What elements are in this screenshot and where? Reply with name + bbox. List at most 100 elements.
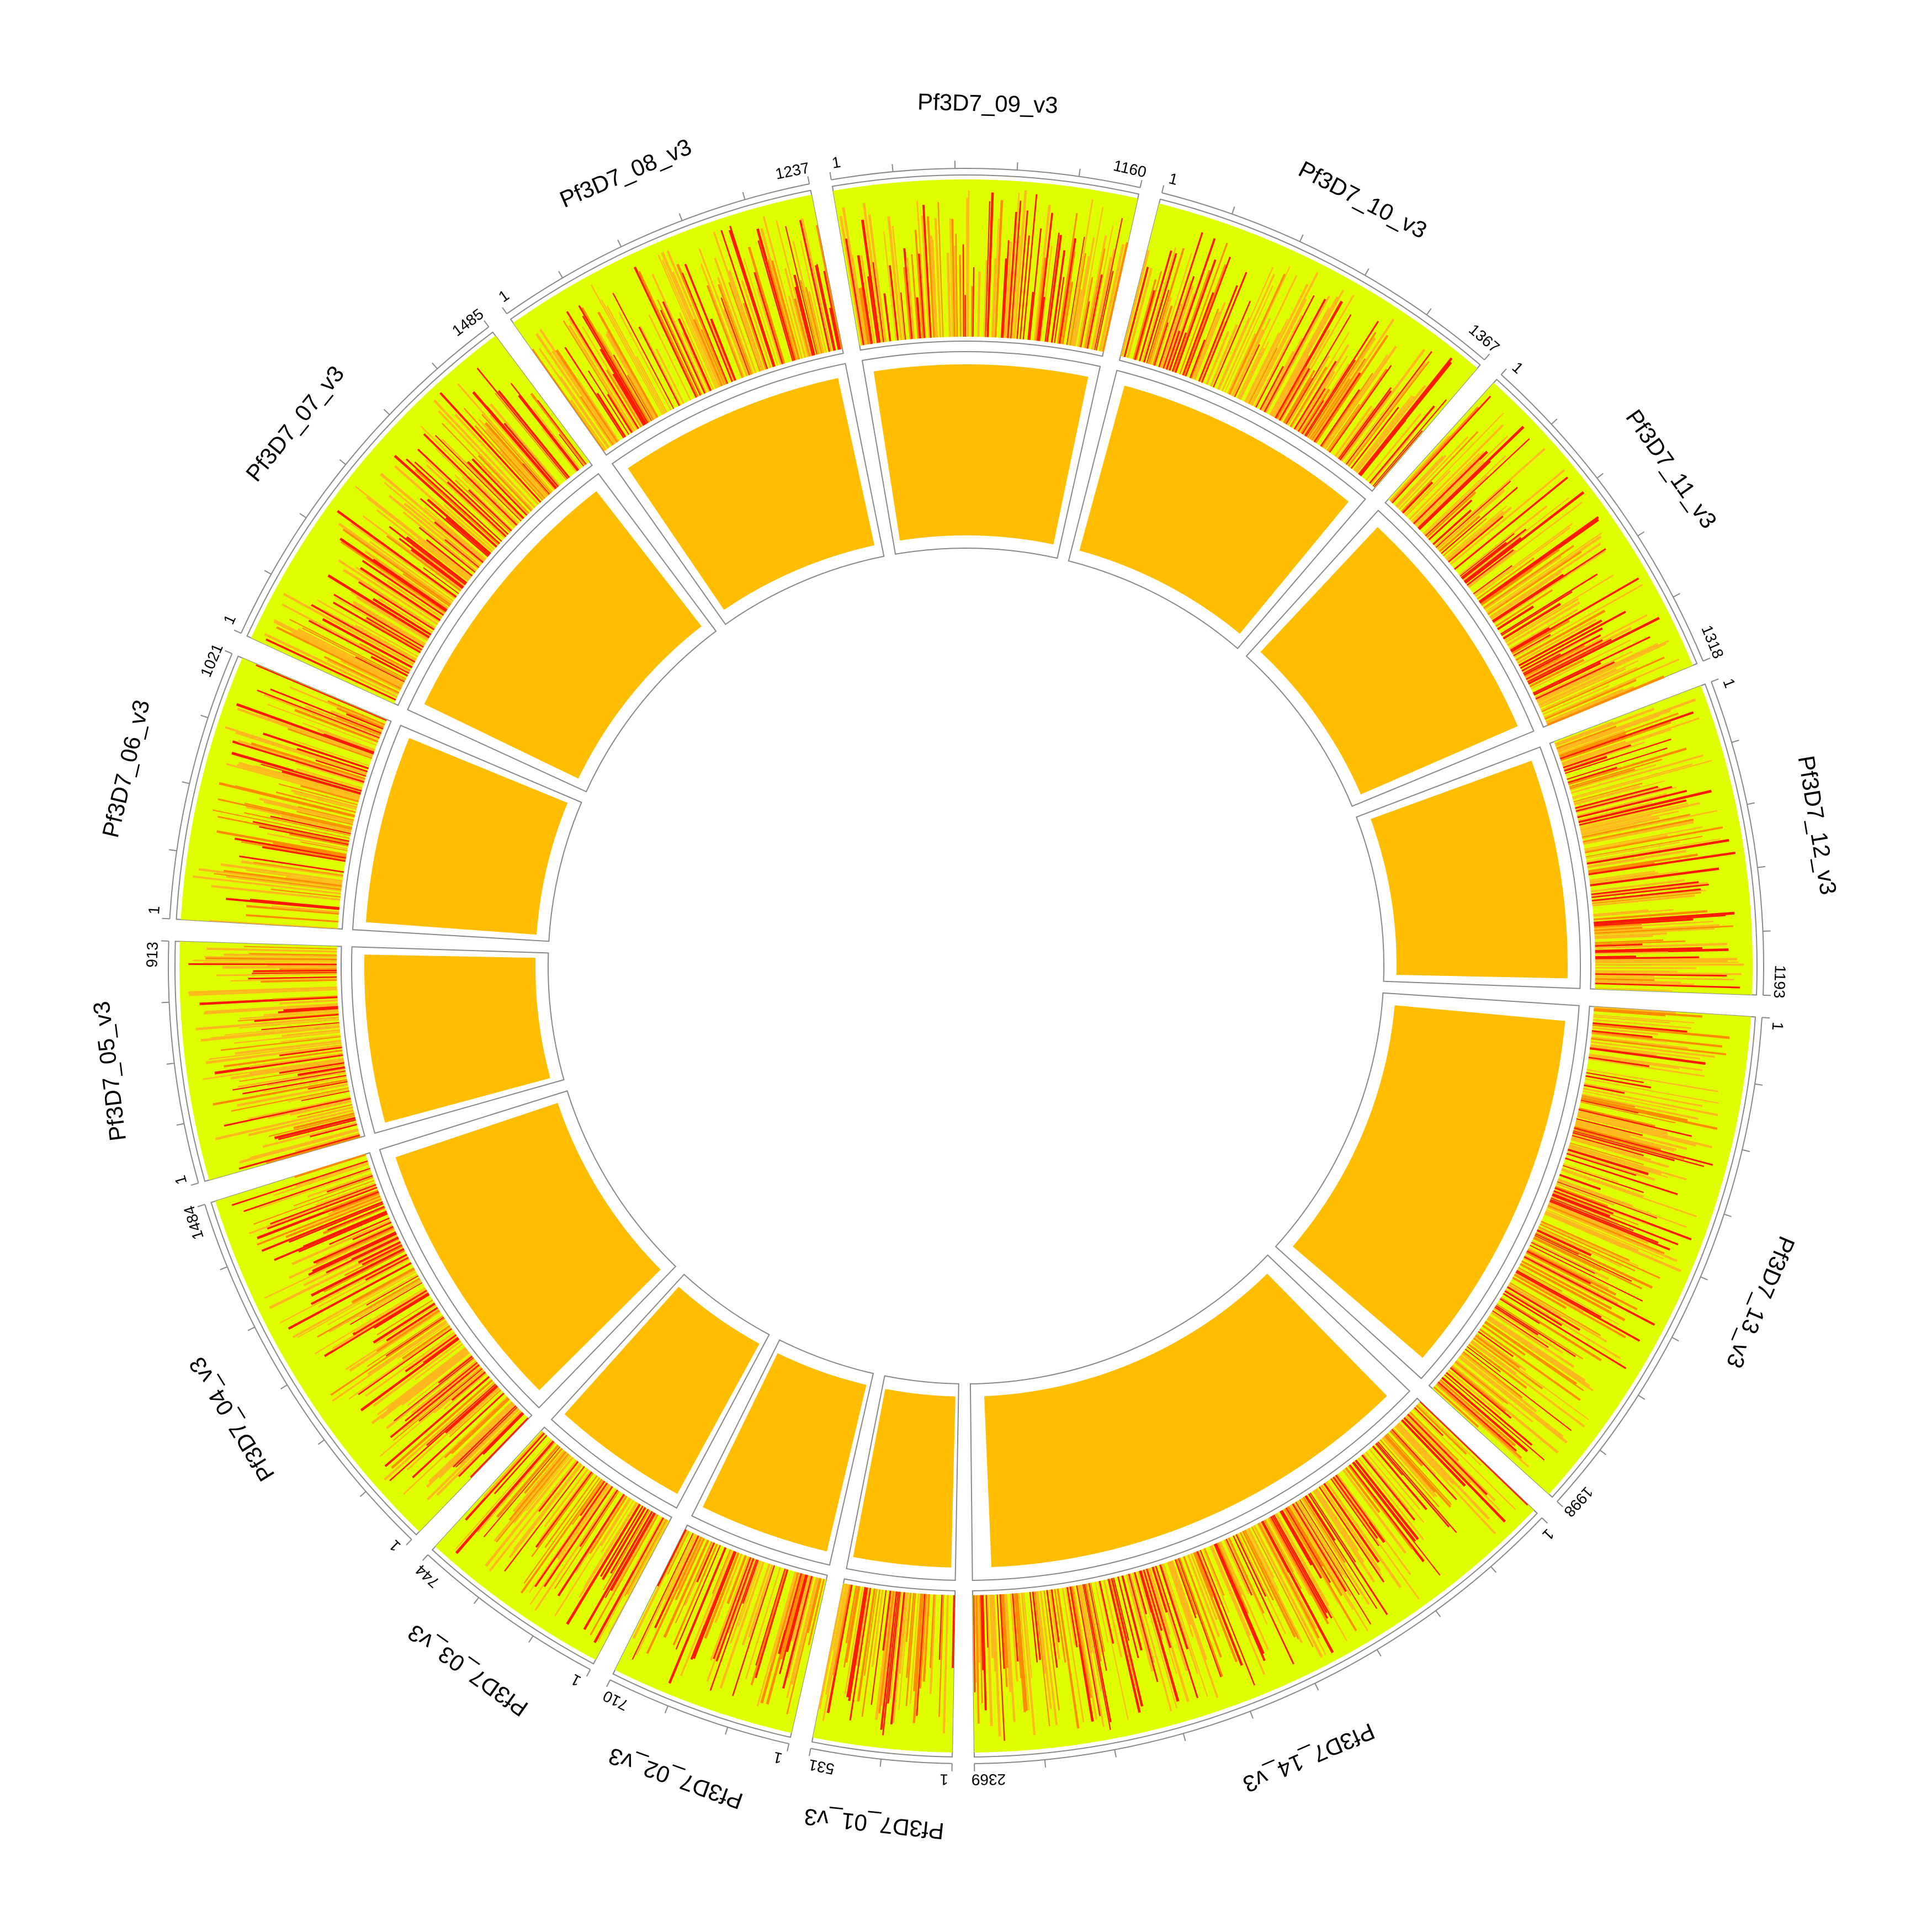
outer-track-bar: [1383, 1436, 1438, 1498]
outer-track-bar: [1392, 395, 1492, 504]
outer-track-bar: [1165, 331, 1181, 370]
outer-track-bar: [465, 1432, 545, 1521]
outer-track-bar: [302, 627, 406, 681]
inner-track-frame: [379, 1090, 677, 1409]
outer-track-bar: [1585, 826, 1723, 854]
outer-track-bar: [1591, 882, 1708, 897]
outer-track-bar: [216, 973, 337, 976]
outer-track-bar: [1313, 1490, 1376, 1583]
outer-track-bar: [857, 255, 873, 344]
outer-track-bar: [1414, 459, 1482, 526]
outer-track-bar: [354, 1288, 427, 1333]
outer-track-bar: [1506, 1286, 1580, 1331]
outer-track-bar: [1537, 643, 1666, 704]
outer-track-bar: [654, 1535, 699, 1628]
outer-track-bar: [265, 1135, 361, 1164]
outer-track-bar: [1256, 1523, 1326, 1655]
outer-track-bar: [442, 438, 523, 521]
outer-track-bar: [742, 302, 767, 370]
outer-track-bar: [1582, 810, 1717, 840]
axis-tick: [299, 513, 307, 518]
outer-track-bar: [391, 1379, 493, 1469]
outer-track-bar: [213, 1079, 348, 1106]
outer-track-bar: [1160, 303, 1183, 368]
outer-track-bar: [1347, 1465, 1413, 1550]
outer-track-bar: [1128, 1573, 1159, 1682]
outer-track-bar: [1110, 1578, 1144, 1707]
outer-track-bar: [1230, 267, 1291, 395]
outer-track-bar: [1323, 354, 1388, 449]
outer-track-bar: [372, 598, 432, 636]
outer-track-bar: [249, 1059, 344, 1075]
outer-track-bar: [1137, 1571, 1177, 1708]
outer-track-bar: [968, 190, 970, 337]
outer-track-bar: [1575, 785, 1673, 813]
outer-track-bar: [1071, 289, 1082, 346]
outer-track-bar: [605, 333, 656, 420]
outer-track-bar: [294, 740, 370, 767]
outer-track-bar: [1161, 1564, 1199, 1674]
outer-track-bar: [267, 833, 348, 850]
outer-track-bar: [392, 1367, 482, 1441]
outer-track-bar: [1100, 261, 1122, 352]
outer-track-bar: [1312, 319, 1395, 442]
outer-track-bar: [1492, 574, 1564, 622]
outer-track-bar: [1193, 1552, 1238, 1663]
outer-track-bar: [411, 1360, 477, 1414]
outer-track-bar: [1281, 1510, 1323, 1579]
outer-track-bar: [710, 318, 736, 381]
outer-track-bar: [404, 502, 481, 567]
outer-track-bar: [1531, 1241, 1595, 1274]
outer-track-bar: [596, 392, 627, 438]
outer-track-bar: [1512, 1276, 1567, 1309]
outer-track-bar: [364, 618, 422, 652]
outer-track-bar: [1509, 1282, 1601, 1336]
outer-track-bar: [365, 496, 471, 579]
outer-track-bar: [327, 1273, 418, 1326]
outer-track-bar: [350, 522, 456, 599]
outer-track-bar: [635, 1533, 696, 1656]
outer-track-bar: [1318, 1486, 1385, 1583]
outer-track-bar: [523, 1477, 601, 1584]
outer-track-bar: [420, 426, 519, 524]
outer-track-bar: [1289, 1505, 1354, 1610]
outer-track-bar: [882, 1590, 891, 1651]
axis-tick: [1700, 1276, 1708, 1281]
outer-track-bar: [420, 498, 489, 558]
outer-track-bar: [1537, 640, 1669, 703]
outer-track-bar: [1233, 1535, 1294, 1665]
outer-track-bar: [451, 1371, 486, 1401]
outer-track-bar: [364, 550, 449, 609]
outer-track-bar: [534, 1482, 608, 1588]
outer-track-bar: [1572, 1135, 1644, 1156]
outer-track-bar: [668, 1547, 727, 1684]
outer-track-bar: [690, 1551, 735, 1660]
outer-track-bar: [1036, 1591, 1052, 1709]
outer-track-bar: [434, 434, 522, 522]
outer-track-bar: [1321, 1484, 1382, 1572]
outer-track-bar: [379, 1369, 484, 1457]
outer-track-bar: [1581, 1096, 1688, 1122]
outer-track-bar: [1575, 785, 1659, 810]
outer-track-bar: [209, 920, 338, 929]
outer-track-bar: [1570, 764, 1657, 791]
outer-track-bar: [468, 489, 512, 532]
outer-track-bar: [1550, 1198, 1659, 1244]
outer-track-bar: [784, 268, 809, 357]
outer-track-bar: [1533, 662, 1601, 696]
outer-track-bar: [1182, 292, 1215, 376]
outer-track-bar: [313, 1225, 394, 1264]
outer-track-bar: [554, 1490, 620, 1589]
outer-track-bar: [1478, 1331, 1514, 1357]
outer-track-bar: [861, 255, 875, 344]
outer-track-bar: [1475, 527, 1571, 597]
outer-track-bar: [1248, 1527, 1275, 1579]
outer-track-bar: [1163, 1563, 1208, 1697]
outer-track-bar: [1557, 1180, 1687, 1228]
outer-track-bar: [972, 267, 975, 337]
outer-track-bar: [1487, 1318, 1594, 1392]
outer-track-bar: [530, 392, 587, 466]
outer-track-bar: [726, 1555, 747, 1604]
start-tick-label: 1: [830, 153, 842, 172]
outer-track-bar: [1583, 818, 1694, 843]
